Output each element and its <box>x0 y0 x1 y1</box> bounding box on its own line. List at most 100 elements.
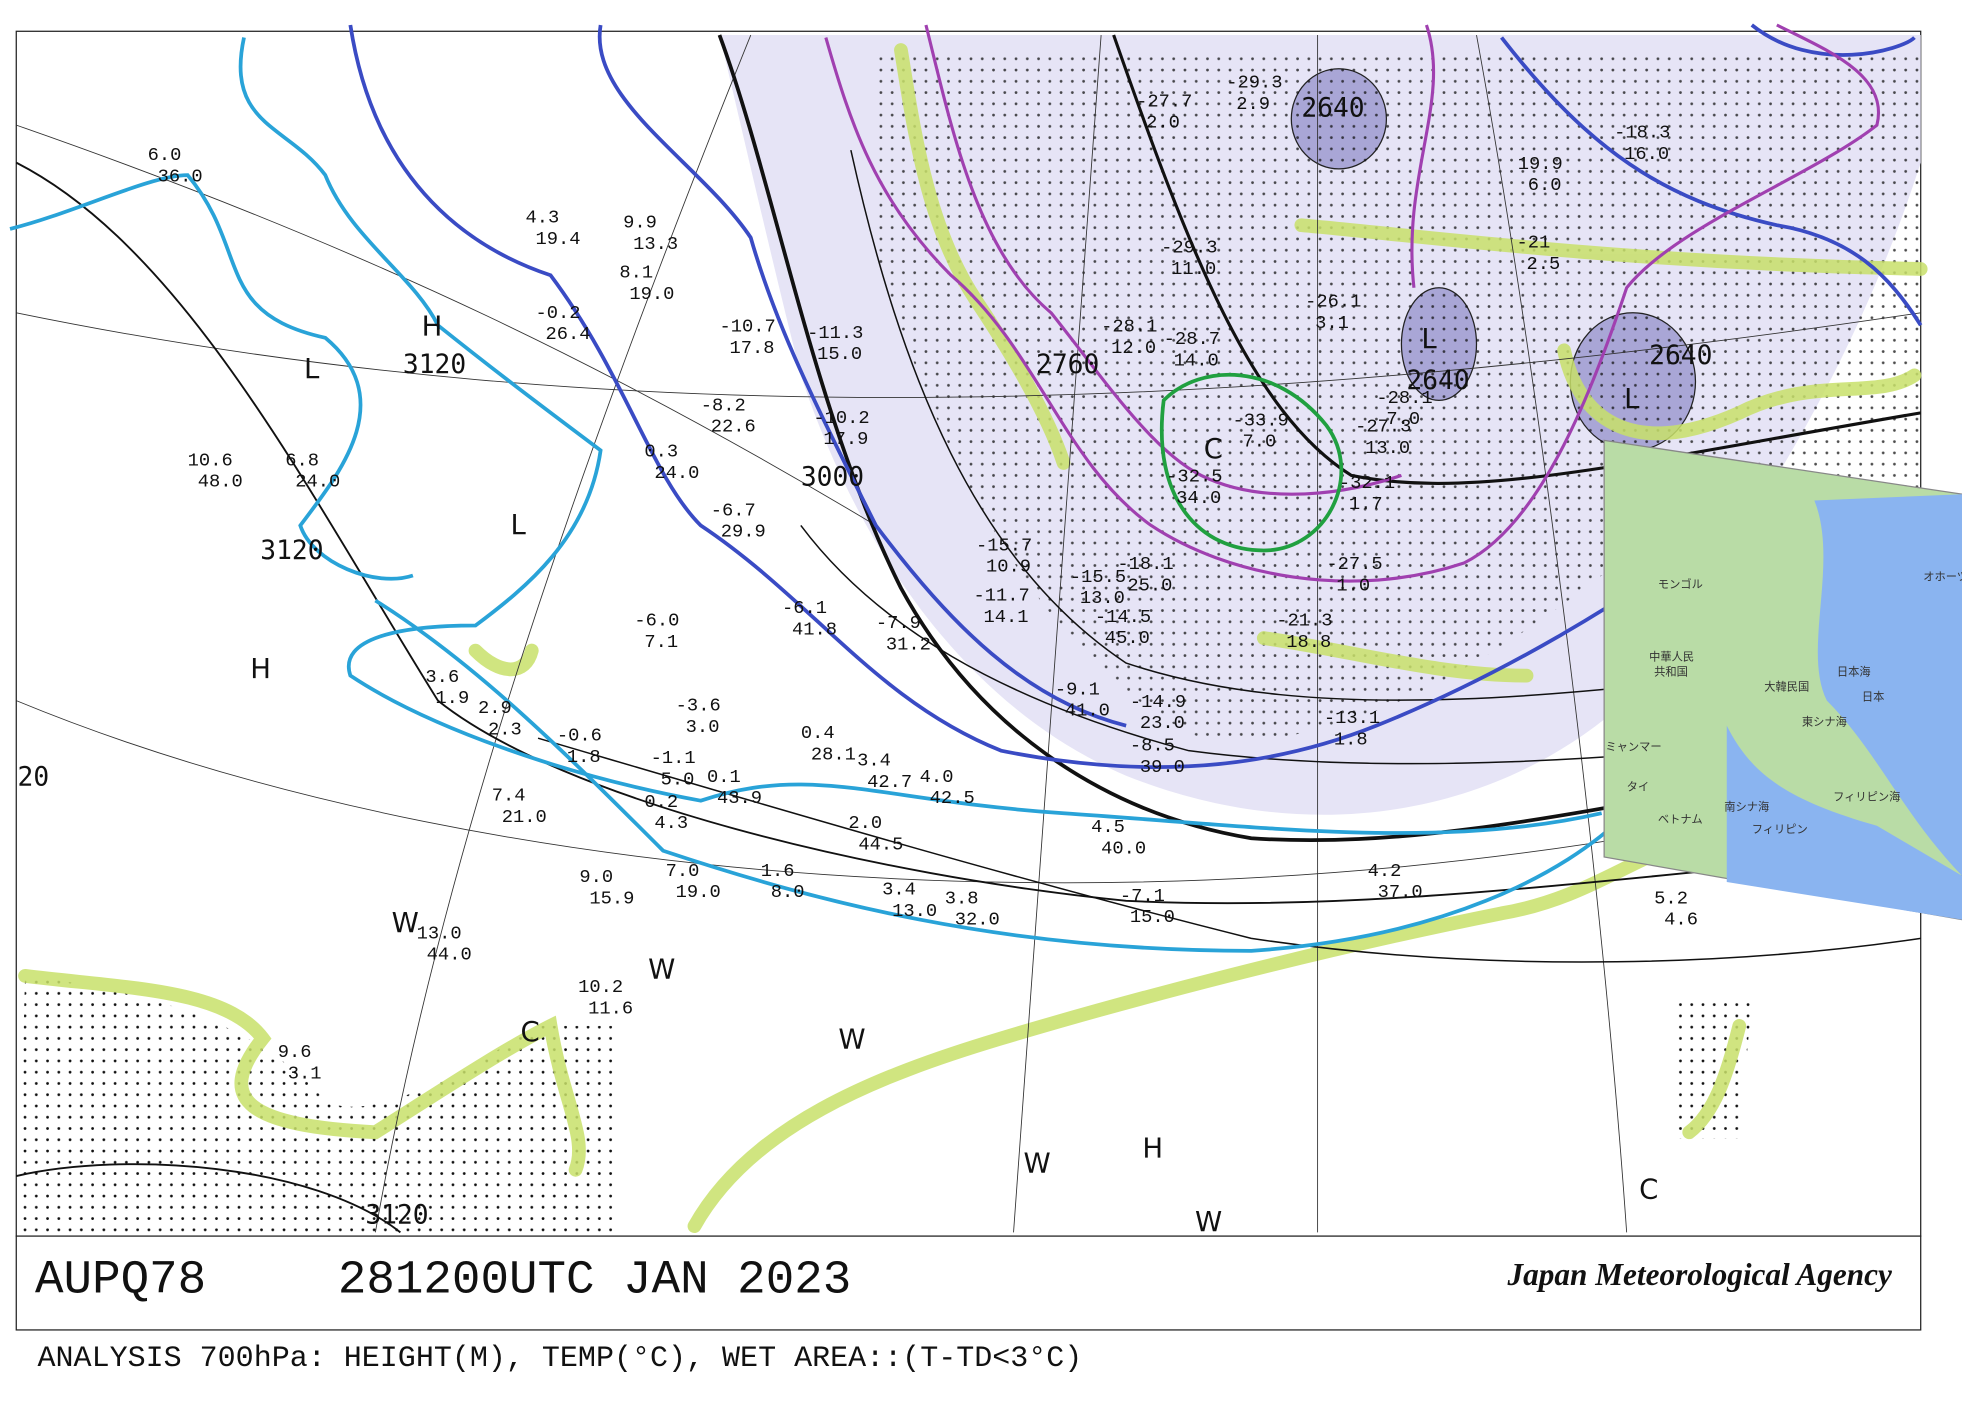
pressure-center: L <box>511 509 527 541</box>
station-temp: -21.3 <box>1276 610 1332 632</box>
agency: Japan Meteorological Agency <box>1506 1257 1892 1292</box>
station-dewpoint-depression: 4.3 <box>654 812 688 834</box>
station-dewpoint-depression: 31.2 <box>886 633 931 655</box>
station-temp: 9.9 <box>623 212 657 234</box>
station-dewpoint-depression: 13.0 <box>1080 587 1125 609</box>
chart-code: AUPQ78 <box>35 1253 206 1307</box>
contour-label: 3120 <box>365 1201 428 1231</box>
pressure-center: H <box>250 653 271 685</box>
station-temp: -14.9 <box>1130 691 1186 713</box>
station-temp: -15.7 <box>976 534 1032 556</box>
station-temp: -8.5 <box>1130 735 1175 757</box>
station-temp: 10.6 <box>188 449 233 471</box>
station-temp: 0.2 <box>644 791 678 813</box>
station-dewpoint-depression: 4.6 <box>1664 909 1698 931</box>
station-dewpoint-depression: 7.1 <box>644 631 678 653</box>
inset-label: フィリピン海 <box>1833 790 1900 804</box>
station-dewpoint-depression: 42.5 <box>930 787 975 809</box>
station-temp: 19.9 <box>1518 153 1563 175</box>
station-dewpoint-depression: 7.0 <box>1386 408 1420 430</box>
inset-label: ミャンマー <box>1605 741 1661 754</box>
station-dewpoint-depression: 2.9 <box>1236 93 1270 115</box>
station-dewpoint-depression: 39.0 <box>1140 756 1185 778</box>
station-temp: 5.2 <box>1654 887 1688 909</box>
station-temp: -15.5 <box>1070 566 1126 588</box>
station-dewpoint-depression: 24.0 <box>295 471 340 493</box>
station-temp: -9.1 <box>1055 678 1100 700</box>
station-dewpoint-depression: 2.5 <box>1527 253 1561 275</box>
station-dewpoint-depression: 14.1 <box>984 606 1029 628</box>
inset-label: ベトナム <box>1658 813 1703 826</box>
contour-label: 3120 <box>403 350 466 380</box>
station-dewpoint-depression: 44.5 <box>858 834 903 856</box>
station-temp: -6.0 <box>634 610 679 632</box>
station-temp: -10.2 <box>813 407 869 429</box>
contour-label: 2640 <box>1301 93 1364 123</box>
station-dewpoint-depression: 29.9 <box>721 521 766 543</box>
inset-label: 日本海 <box>1837 665 1871 679</box>
station-dewpoint-depression: 1.9 <box>435 687 469 709</box>
station-temp: 3.8 <box>945 887 979 909</box>
pressure-center: C <box>521 1016 540 1048</box>
isotherm <box>9 23 1923 953</box>
station-temp: 4.5 <box>1091 816 1125 838</box>
station-dewpoint-depression: 13.0 <box>892 900 937 922</box>
station-dewpoint-depression: 13.3 <box>633 233 678 255</box>
station-dewpoint-depression: 1.8 <box>1334 728 1368 750</box>
station-dewpoint-depression: 36.0 <box>158 165 203 187</box>
station-temp: -29.3 <box>1161 237 1217 259</box>
station-dewpoint-depression: 45.0 <box>1105 627 1150 649</box>
pressure-center: H <box>1142 1132 1163 1164</box>
station-dewpoint-depression: 6.0 <box>1528 174 1562 196</box>
station-temp: -27.7 <box>1136 90 1192 112</box>
station-dewpoint-depression: 19.0 <box>629 283 674 305</box>
inset-label: タイ <box>1627 781 1650 794</box>
station-temp: -0.6 <box>557 725 602 747</box>
station-temp: 7.0 <box>666 860 700 882</box>
station-temp: 1.6 <box>761 860 795 882</box>
station-temp: -27.3 <box>1355 416 1411 438</box>
station-temp: 6.8 <box>285 449 319 471</box>
station-dewpoint-depression: 40.0 <box>1101 837 1146 859</box>
station-dewpoint-depression: 32.0 <box>955 909 1000 931</box>
station-dewpoint-depression: 17.8 <box>729 337 774 359</box>
station-dewpoint-depression: 24.0 <box>654 462 699 484</box>
station-dewpoint-depression: 28.1 <box>811 743 856 765</box>
station-temp: -21 <box>1517 232 1551 254</box>
station-temp: -27.5 <box>1326 553 1382 575</box>
contour-label: 3000 <box>801 462 864 492</box>
inset-sea <box>1814 494 1962 876</box>
isotherm <box>824 23 1881 583</box>
station-dewpoint-depression: 13.0 <box>1365 437 1410 459</box>
inset-label: 南シナ海 <box>1724 800 1769 814</box>
labels: 3000 3120 3120 3120 2760 2640 2640 2640 20 H L L H W W… <box>18 72 1962 1239</box>
station-temp: -32.1 <box>1339 472 1395 494</box>
isotherm <box>1159 372 1344 553</box>
station-temp: -14.5 <box>1095 606 1151 628</box>
station-dewpoint-depression: 17.9 <box>823 428 868 450</box>
station-temp: 4.0 <box>920 766 954 788</box>
station-dewpoint-depression: 44.0 <box>427 944 472 966</box>
station-dewpoint-depression: 5.0 <box>661 768 695 790</box>
pressure-center: H <box>422 310 443 342</box>
station-temp: -29.3 <box>1226 72 1282 94</box>
station-dewpoint-depression: 23.0 <box>1140 712 1185 734</box>
station-dewpoint-depression: 3.0 <box>686 716 720 738</box>
station-dewpoint-depression: 41.8 <box>792 618 837 640</box>
station-temp: -33.9 <box>1233 409 1289 431</box>
pressure-center: L <box>1421 323 1437 355</box>
station-temp: -11.7 <box>973 585 1029 607</box>
station-temp: 0.3 <box>644 441 678 463</box>
station-temp: 7.4 <box>492 785 526 807</box>
inset-label: モンゴル <box>1658 577 1703 591</box>
station-temp: 9.6 <box>278 1041 312 1063</box>
station-temp: -1.1 <box>651 747 696 769</box>
station-temp: 6.0 <box>148 144 182 166</box>
station-temp: -10.7 <box>719 316 775 338</box>
station-dewpoint-depression: 18.8 <box>1286 631 1331 653</box>
station-temp: 3.6 <box>425 666 459 688</box>
station-dewpoint-depression: 7.0 <box>1243 431 1277 453</box>
station-dewpoint-depression: 1.8 <box>567 746 601 768</box>
